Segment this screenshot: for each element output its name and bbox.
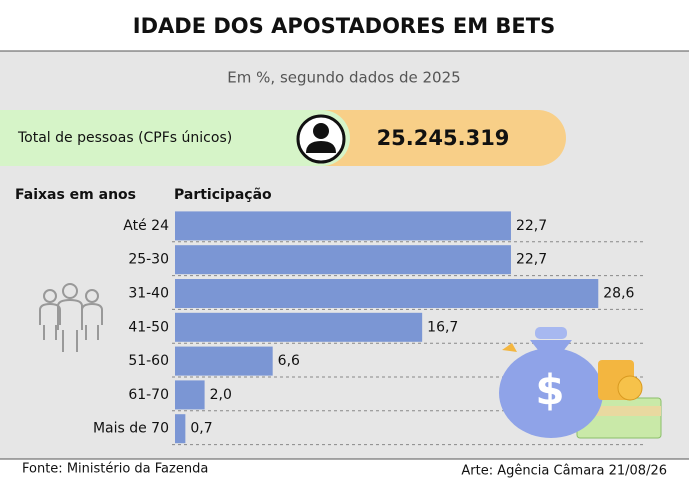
- bar: [175, 346, 273, 376]
- source: Fonte: Ministério da Fazenda: [22, 462, 208, 477]
- category-label: 25-30: [128, 252, 169, 268]
- summary-value: 25.245.319: [377, 126, 510, 150]
- category-label: 61-70: [128, 387, 169, 403]
- category-label: Até 24: [123, 218, 169, 234]
- bar: [175, 312, 423, 342]
- value-header: Participação: [174, 187, 272, 203]
- value-label: 0,7: [190, 421, 212, 437]
- people-icon: [39, 283, 103, 352]
- person-icon: [296, 114, 346, 164]
- value-label: 2,0: [210, 387, 232, 403]
- bar: [175, 380, 205, 410]
- value-label: 28,6: [603, 286, 634, 302]
- bar: [175, 245, 511, 275]
- total-pill: [290, 110, 566, 166]
- category-header: Faixas em anos: [15, 187, 136, 203]
- category-label: 31-40: [128, 286, 169, 302]
- label-pill: [0, 110, 350, 166]
- subtitle: Em %, segundo dados de 2025: [227, 69, 460, 87]
- category-label: 51-60: [128, 353, 169, 369]
- summary-label: Total de pessoas (CPFs únicos): [17, 130, 232, 146]
- money-icon: $: [499, 327, 662, 439]
- category-label: 41-50: [128, 319, 169, 335]
- bar: [175, 211, 511, 241]
- value-label: 22,7: [516, 252, 547, 268]
- value-label: 16,7: [427, 319, 458, 335]
- bar: [175, 279, 599, 308]
- bar: [175, 414, 186, 444]
- category-label: Mais de 70: [93, 421, 169, 437]
- chart-title: IDADE DOS APOSTADORES EM BETS: [133, 14, 555, 38]
- svg-text:$: $: [535, 366, 564, 415]
- value-label: 22,7: [516, 218, 547, 234]
- credit: Arte: Agência Câmara 21/08/26: [461, 464, 667, 479]
- value-label: 6,6: [278, 353, 300, 369]
